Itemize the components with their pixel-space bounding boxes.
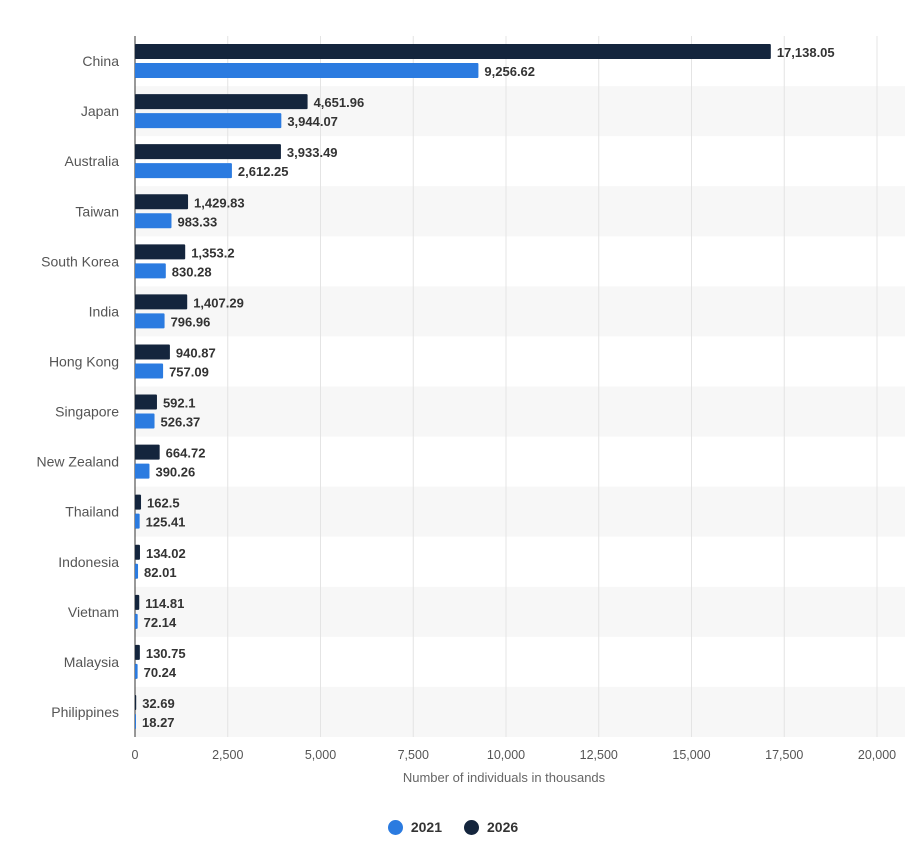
data-label-2026: 32.69 — [142, 696, 175, 711]
x-tick-label: 12,500 — [580, 748, 618, 762]
bar-2021 — [135, 313, 165, 329]
category-label: Hong Kong — [49, 353, 119, 369]
x-tick-label: 17,500 — [765, 748, 803, 762]
x-tick-label: 0 — [132, 748, 139, 762]
data-label-2026: 592.1 — [163, 396, 196, 411]
row-band — [135, 386, 905, 437]
bar-2026 — [135, 194, 189, 210]
category-label: China — [82, 53, 119, 69]
data-label-2026: 664.72 — [166, 446, 206, 461]
data-label-2021: 390.26 — [155, 465, 195, 480]
row-band — [135, 186, 905, 237]
legend-label-2026: 2026 — [487, 819, 519, 835]
data-label-2021: 70.24 — [144, 665, 177, 680]
category-label: Australia — [65, 153, 120, 169]
x-tick-label: 15,000 — [672, 748, 710, 762]
bar-2026 — [135, 94, 308, 110]
category-label: Indonesia — [58, 554, 119, 570]
bar-2021 — [135, 63, 479, 79]
legend-label-2021: 2021 — [410, 819, 442, 835]
row-band — [135, 286, 905, 337]
bar-2026 — [135, 594, 140, 610]
data-label-2021: 125.41 — [146, 515, 186, 530]
data-label-2026: 1,407.29 — [193, 295, 244, 310]
row-band — [135, 86, 905, 137]
legend: 2021 2026 — [0, 815, 906, 839]
bar-2021 — [135, 213, 172, 229]
data-label-2026: 1,353.2 — [191, 245, 234, 260]
bar-2026 — [135, 394, 157, 410]
data-label-2021: 72.14 — [144, 615, 177, 630]
x-axis-title: Number of individuals in thousands — [403, 770, 606, 785]
x-tick-label: 10,000 — [487, 748, 525, 762]
bar-2021 — [135, 113, 282, 129]
bar-2021 — [135, 563, 139, 579]
data-label-2026: 130.75 — [146, 646, 186, 661]
data-label-2021: 796.96 — [171, 314, 211, 329]
category-label: Malaysia — [64, 654, 119, 670]
category-label: Japan — [81, 103, 119, 119]
data-label-2021: 3,944.07 — [287, 114, 338, 129]
bar-2026 — [135, 244, 186, 260]
bar-2021 — [135, 413, 155, 429]
legend-item-2026[interactable]: 2026 — [464, 819, 518, 835]
bar-2026 — [135, 694, 137, 710]
category-label: Philippines — [51, 704, 119, 720]
bar-2021 — [135, 163, 232, 179]
category-label: Singapore — [55, 404, 119, 420]
row-band — [135, 686, 905, 737]
legend-swatch-2026 — [464, 819, 479, 835]
category-label: Taiwan — [75, 203, 119, 219]
bar-2021 — [135, 263, 166, 279]
row-band — [135, 586, 905, 637]
bar-2026 — [135, 444, 160, 460]
bar-2026 — [135, 344, 170, 360]
bar-2021 — [135, 713, 136, 729]
legend-swatch-2021 — [387, 819, 403, 835]
category-label: Thailand — [65, 504, 119, 520]
category-label: South Korea — [41, 253, 119, 269]
data-label-2026: 114.81 — [145, 596, 184, 611]
bar-2026 — [135, 44, 771, 60]
legend-item-2021[interactable]: 2021 — [387, 819, 442, 835]
bar-2026 — [135, 644, 140, 660]
category-label: Vietnam — [68, 604, 119, 620]
row-band — [135, 486, 905, 537]
data-label-2026: 3,933.49 — [287, 145, 338, 160]
bar-2021 — [135, 663, 138, 679]
data-label-2021: 82.01 — [144, 565, 177, 580]
bar-2026 — [135, 494, 142, 510]
data-label-2021: 18.27 — [142, 715, 175, 730]
data-label-2021: 983.33 — [177, 214, 217, 229]
data-label-2021: 2,612.25 — [238, 164, 289, 179]
data-label-2021: 526.37 — [161, 415, 201, 430]
data-label-2021: 757.09 — [169, 364, 209, 379]
bar-2026 — [135, 144, 281, 160]
data-label-2026: 1,429.83 — [194, 195, 245, 210]
x-tick-label: 20,000 — [858, 748, 896, 762]
data-label-2026: 162.5 — [147, 496, 180, 511]
data-label-2026: 134.02 — [146, 546, 186, 561]
bar-2021 — [135, 463, 150, 479]
bar-2026 — [135, 294, 188, 310]
data-label-2026: 940.87 — [176, 345, 216, 360]
bar-2021 — [135, 513, 140, 529]
data-label-2021: 830.28 — [172, 264, 212, 279]
bar-2026 — [135, 544, 140, 560]
category-label: India — [89, 303, 120, 319]
data-label-2021: 9,256.62 — [484, 64, 535, 79]
x-tick-label: 5,000 — [305, 748, 336, 762]
bar-2021 — [135, 363, 164, 379]
data-label-2026: 17,138.05 — [777, 45, 835, 60]
category-label: New Zealand — [37, 454, 120, 470]
data-label-2026: 4,651.96 — [314, 95, 365, 110]
x-tick-label: 7,500 — [398, 748, 429, 762]
x-tick-label: 2,500 — [212, 748, 243, 762]
bar-2021 — [135, 613, 138, 629]
